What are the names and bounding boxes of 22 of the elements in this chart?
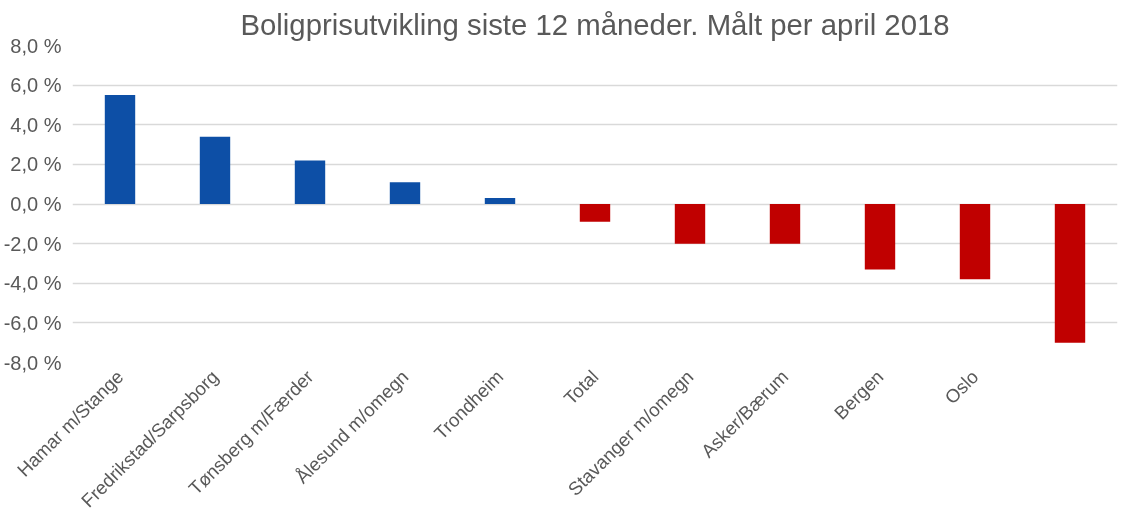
bar [389, 182, 421, 204]
y-tick-label: -6,0 % [3, 311, 62, 334]
y-tick-label: 2,0 % [10, 153, 62, 176]
x-tick-label: Oslo [940, 366, 983, 409]
bar [104, 95, 136, 204]
bar [674, 204, 706, 244]
chart-title: Boligprisutvikling siste 12 måneder. Målt per april 2018 [240, 7, 950, 41]
bar [769, 204, 801, 244]
y-tick-label: -4,0 % [3, 272, 62, 295]
y-tick-label: -8,0 % [3, 351, 62, 374]
bar [864, 204, 896, 270]
bar [1054, 204, 1086, 343]
bar [199, 136, 231, 204]
y-tick-label: 8,0 % [10, 34, 62, 57]
y-tick-label: -2,0 % [3, 232, 62, 255]
bar [579, 204, 611, 222]
bar [294, 160, 326, 204]
bar [959, 204, 991, 280]
y-tick-label: 6,0 % [10, 74, 62, 97]
y-tick-label: 0,0 % [10, 193, 62, 215]
y-tick-label: 4,0 % [10, 113, 62, 136]
bar [484, 198, 516, 204]
